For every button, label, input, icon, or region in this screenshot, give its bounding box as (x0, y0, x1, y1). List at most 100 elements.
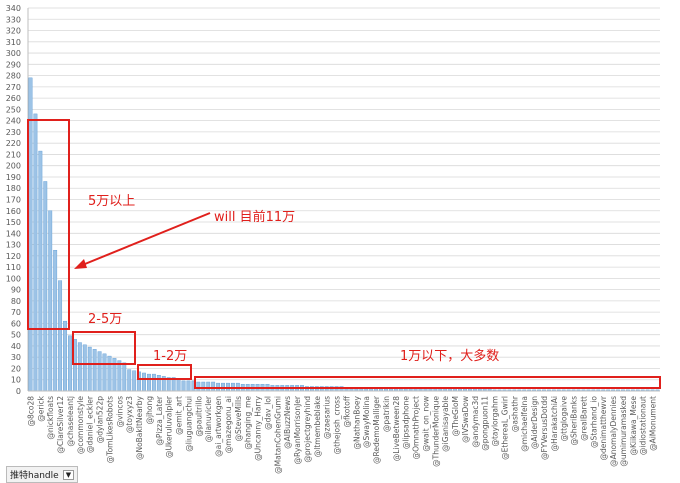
x-tick-label: @RyanMorrisonJer (293, 395, 302, 464)
x-tick-label: @RedemoMalliger (372, 395, 381, 464)
x-tick-label: @Kiikawa_Mese (629, 396, 638, 456)
x-tick-label: @8co28 (26, 396, 35, 427)
bar (201, 381, 206, 392)
y-tick-label: 90 (11, 286, 21, 295)
bar (176, 378, 181, 392)
x-tick-label: @NoBakItNearby (135, 395, 144, 460)
bar (151, 373, 156, 392)
x-tick-label: @AIBuzzNews (283, 396, 292, 449)
x-tick-label: @paultrillo (194, 396, 203, 437)
bar (92, 349, 97, 392)
y-tick-label: 50 (11, 331, 21, 340)
bar (43, 181, 48, 392)
x-tick-label: @SteveMills (234, 396, 243, 442)
x-tick-label: @liuguangchui (184, 396, 193, 452)
highlight-box (72, 331, 136, 365)
annotation: 5万以上 (88, 194, 135, 209)
bar (181, 380, 186, 392)
x-tick-label: @daniel_eckler (86, 395, 95, 453)
y-tick-label: 240 (6, 117, 21, 126)
y-tick-label: 180 (6, 184, 21, 193)
x-tick-label: @ashathr (510, 395, 519, 432)
y-tick-label: 330 (6, 15, 21, 24)
x-tick-label: @nickfloats (46, 396, 55, 440)
bar (82, 344, 87, 392)
y-tick-label: 80 (11, 297, 21, 306)
bar (97, 351, 102, 392)
bar (58, 280, 63, 392)
y-tick-label: 210 (6, 150, 21, 159)
x-tick-label: @MatanCohenGrumi (273, 396, 282, 474)
x-tick-label: @OmnathProject (412, 396, 421, 459)
x-tick-label: @EthereaL_Gwirl (500, 396, 509, 460)
y-tick-label: 60 (11, 319, 21, 328)
x-tick-label: @andymac3d (471, 396, 480, 448)
dropdown-arrow[interactable]: ▼ (62, 469, 75, 480)
x-tick-label: @hanging_me (244, 396, 253, 450)
x-tick-label: @ThunderMonique (431, 396, 440, 467)
y-tick-label: 100 (6, 274, 21, 283)
x-tick-label: @ai_artworkgen (214, 396, 223, 457)
annotation: 2-5万 (88, 312, 122, 327)
arrow (79, 212, 211, 267)
x-tick-label: @Uncanny_Harry (254, 395, 263, 460)
x-tick-label: @wait_on_now (421, 396, 430, 452)
y-tick-label: 260 (6, 94, 21, 103)
filter-button[interactable]: 推特handle ▼ (6, 466, 79, 483)
x-tick-label: @Starhand_io (589, 396, 598, 448)
x-tick-label: @FYVersusDotdd (540, 396, 549, 460)
y-tick-label: 130 (6, 241, 21, 250)
x-tick-label: @ltmembeblake (313, 396, 322, 458)
x-tick-label: @TheGloM (451, 396, 460, 436)
bar (211, 381, 216, 392)
y-tick-label: 190 (6, 173, 21, 182)
bar (63, 320, 67, 392)
y-tick-label: 230 (6, 128, 21, 137)
x-tick-label: @ClareSilver12 (56, 396, 65, 454)
bar (117, 360, 122, 392)
x-tick-label: @pongpuon11 (481, 396, 490, 451)
y-tick-label: 170 (6, 196, 21, 205)
annotation: will 目前11万 (214, 209, 295, 225)
x-tick-label: @HarakatchiAi (550, 396, 559, 451)
bar (122, 362, 127, 392)
bar (87, 346, 92, 392)
x-tick-label: @zaesarius (323, 396, 332, 439)
y-tick-label: 0 (16, 387, 21, 396)
bar (156, 375, 161, 392)
bar (206, 381, 211, 392)
x-tick-label: @Ukeruluvalpler (165, 395, 174, 458)
x-tick-label: @emit_art (175, 396, 184, 435)
y-tick-label: 160 (6, 207, 21, 216)
x-tick-label: @AiMonument (649, 396, 658, 451)
y-tick-label: 70 (11, 308, 21, 317)
x-tick-label: @ttglogaive (560, 396, 569, 442)
x-tick-label: @chaseleantj (66, 396, 75, 447)
x-tick-label: @iGanisayable (441, 396, 450, 452)
y-tick-label: 10 (11, 376, 21, 385)
x-tick-label: @dav_lol (263, 396, 272, 430)
bar (53, 249, 58, 392)
y-tick-label: 40 (11, 342, 21, 351)
x-tick-label: @AiderDesign (530, 396, 539, 449)
x-tick-label: @commonstyle (76, 396, 85, 455)
y-tick-label: 340 (6, 4, 21, 13)
x-tick-label: @vincos (115, 396, 124, 427)
x-tick-label: @SheriBanks (570, 396, 579, 446)
bar (107, 355, 112, 392)
annotation: 1万以下，大多数 (400, 348, 499, 364)
bar (68, 335, 72, 392)
x-tick-label: @projectgreyhind (303, 396, 312, 463)
x-tick-label: @lipsadphone (402, 396, 411, 450)
x-tick-label: @toyxyz3 (125, 396, 134, 433)
bar (127, 369, 132, 392)
x-tick-label: @mazegonu_ai (224, 396, 233, 453)
x-tick-label: @erick (36, 395, 45, 421)
bar (28, 77, 33, 392)
x-tick-label: @NathanBoey (352, 395, 361, 449)
y-tick-label: 290 (6, 60, 21, 69)
x-tick-label: @realBarett (579, 396, 588, 441)
y-tick-label: 300 (6, 49, 21, 58)
x-tick-label: @fkotoff (342, 395, 351, 427)
bar (102, 353, 107, 392)
